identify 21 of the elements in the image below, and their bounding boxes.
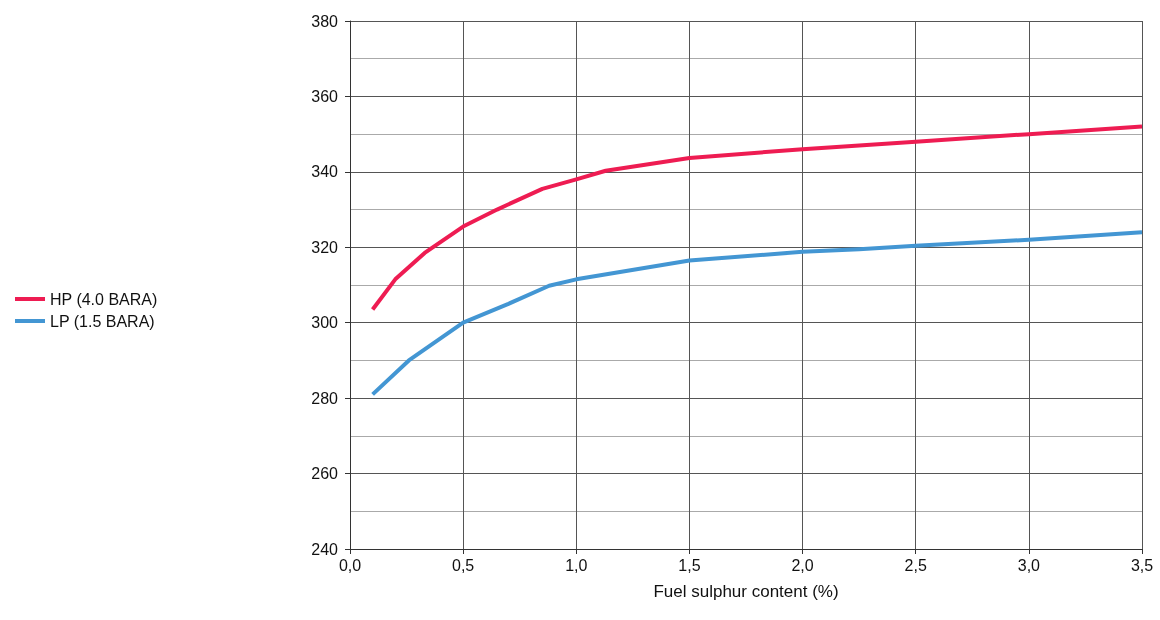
y-tick-label: 300 <box>311 314 339 332</box>
legend-label: HP (4.0 BARA) <box>50 290 158 308</box>
x-tick-label: 2,0 <box>791 556 814 574</box>
x-tick-label: 1,0 <box>565 556 588 574</box>
y-tick-label: 360 <box>311 87 339 105</box>
legend-label: LP (1.5 BARA) <box>50 312 155 330</box>
x-tick-label: 0,5 <box>452 556 475 574</box>
y-tick-label: 260 <box>311 465 339 483</box>
x-tick-label: 3,0 <box>1017 556 1041 574</box>
x-axis-title: Fuel sulphur content (%) <box>653 582 839 601</box>
y-tick-label: 320 <box>311 238 339 256</box>
y-tick-label: 340 <box>311 163 339 181</box>
line-series <box>370 230 1144 397</box>
x-tick-label: 1,5 <box>678 556 701 574</box>
y-tick-label: 380 <box>311 12 339 30</box>
line-series <box>370 124 1144 312</box>
x-tick-label: 0,0 <box>338 556 362 574</box>
y-tick-label: 240 <box>311 540 339 558</box>
y-tick-label: 280 <box>311 389 339 407</box>
x-tick-label: 3,5 <box>1130 556 1154 574</box>
x-tick-label: 2,5 <box>904 556 927 574</box>
